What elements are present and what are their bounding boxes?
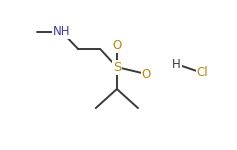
- Text: Cl: Cl: [196, 66, 208, 79]
- Text: O: O: [142, 68, 151, 81]
- Text: NH: NH: [53, 25, 71, 38]
- Text: H: H: [172, 58, 181, 71]
- Text: S: S: [113, 61, 121, 74]
- Text: O: O: [112, 39, 122, 52]
